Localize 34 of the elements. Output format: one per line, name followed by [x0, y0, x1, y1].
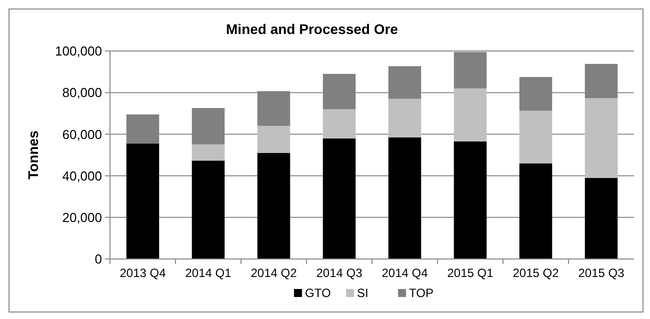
- bar: [322, 109, 356, 138]
- y-tick-label: 40,000: [62, 168, 102, 184]
- bar: [454, 141, 487, 259]
- x-tick-label: 2014 Q3: [316, 266, 363, 280]
- bar: [126, 144, 160, 259]
- x-tick-label: 2015 Q1: [447, 266, 494, 280]
- bar: [584, 98, 618, 178]
- bar: [454, 88, 487, 142]
- bar: [322, 138, 356, 259]
- chart-title: Mined and Processed Ore: [226, 21, 398, 37]
- bar: [192, 160, 225, 259]
- x-tick-label: 2013 Q4: [120, 266, 166, 280]
- y-tick-label: 0: [94, 252, 102, 267]
- y-tick-label: 20,000: [62, 210, 102, 225]
- bar: [388, 137, 422, 259]
- legend-label: GTO: [305, 286, 331, 300]
- bar: [257, 152, 290, 259]
- x-tick-label: 2014 Q1: [185, 266, 232, 280]
- x-tick-label: 2014 Q4: [382, 266, 428, 280]
- legend-label: TOP: [409, 286, 434, 300]
- x-tick-label: 2015 Q2: [512, 266, 560, 280]
- bar: [257, 126, 290, 153]
- bar: [388, 98, 422, 138]
- x-tick-label: 2014 Q2: [250, 266, 298, 280]
- y-tick-label: 60,000: [62, 126, 102, 142]
- x-tick-label: 2015 Q3: [578, 266, 625, 280]
- bar: [584, 178, 618, 259]
- bar: [519, 110, 552, 164]
- legend-label: SI: [357, 286, 368, 300]
- bar: [192, 144, 225, 161]
- y-tick-label: 100,000: [55, 44, 102, 59]
- bar: [519, 163, 552, 259]
- y-tick-label: 80,000: [62, 85, 102, 100]
- y-axis-title: Tonnes: [25, 130, 41, 180]
